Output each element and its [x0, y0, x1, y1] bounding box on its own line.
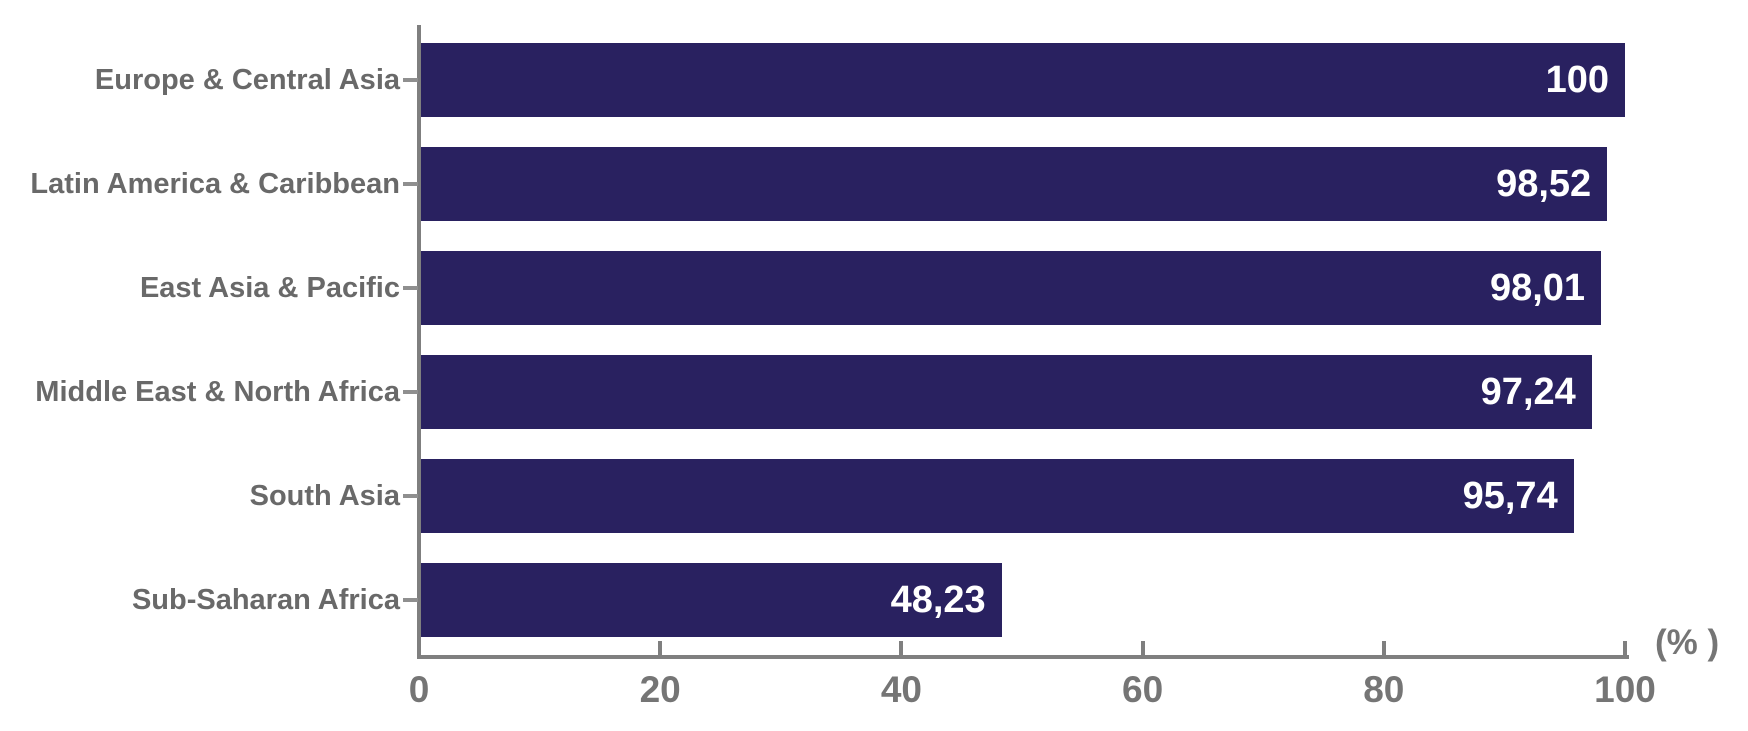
y-axis-category-tick — [403, 182, 418, 186]
x-axis-tick-label: 80 — [1363, 669, 1405, 710]
y-axis-category-tick — [403, 390, 418, 394]
bar-value-label: 48,23 — [890, 579, 986, 621]
category-label: South Asia — [249, 479, 400, 512]
x-axis-tick-mark — [1381, 641, 1386, 655]
bar-value-label: 100 — [1545, 59, 1609, 101]
bar-row: 100 — [421, 43, 1625, 117]
x-axis-unit-label: (% ) — [1655, 623, 1720, 662]
bar-value-label: 98,52 — [1496, 163, 1592, 205]
x-axis-tick-label: 20 — [639, 669, 681, 710]
bar-value-label: 98,01 — [1489, 267, 1586, 309]
bar-value-label: 97,24 — [1480, 371, 1576, 413]
category-label: Europe & Central Asia — [94, 63, 400, 96]
x-axis-tick-label: 0 — [408, 669, 430, 710]
x-axis-tick-mark — [658, 641, 663, 655]
y-axis-category-tick — [403, 494, 418, 498]
x-axis-tick-label: 60 — [1122, 669, 1164, 710]
bar: 48,23 — [421, 563, 1002, 637]
x-axis-line — [417, 655, 1629, 659]
y-axis-category-tick — [403, 78, 418, 82]
x-axis-tick-mark — [1623, 641, 1627, 655]
bar-value-label: 95,74 — [1462, 475, 1558, 517]
bar-row: 97,24 — [421, 355, 1592, 429]
x-axis-tick-mark — [1140, 641, 1145, 655]
category-label: Middle East & North Africa — [35, 375, 400, 408]
x-axis-tick-mark — [899, 641, 904, 655]
bar-row: 98,01 — [421, 251, 1602, 325]
bar: 97,24 — [421, 355, 1592, 429]
bar-row: 48,23 — [421, 563, 1002, 637]
bar: 98,01 — [421, 251, 1602, 325]
x-axis-tick-label: 100 — [1594, 669, 1656, 710]
bar: 95,74 — [421, 459, 1574, 533]
bar-row: 95,74 — [421, 459, 1574, 533]
category-label: Sub-Saharan Africa — [131, 583, 400, 616]
category-label: Latin America & Caribbean — [30, 167, 400, 200]
bar: 100 — [421, 43, 1625, 117]
bar: 98,52 — [421, 147, 1608, 221]
y-axis-category-tick — [403, 598, 418, 602]
bar-row: 98,52 — [421, 147, 1608, 221]
x-axis-tick-label: 40 — [880, 669, 922, 710]
y-axis-line — [417, 25, 421, 659]
category-label: East Asia & Pacific — [139, 271, 400, 304]
y-axis-category-tick — [403, 286, 418, 290]
